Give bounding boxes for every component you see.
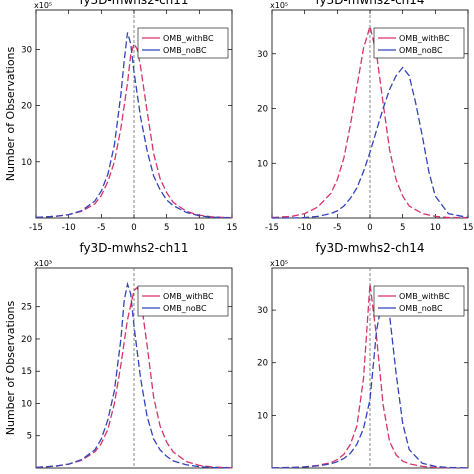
y-tick-label: 20 <box>21 335 32 345</box>
legend-entry: OMB_withBC <box>163 34 214 43</box>
x-tick-label: 15 <box>463 223 474 233</box>
series-line-no-bc <box>35 281 233 469</box>
panel-2: fy3D-mwhs2-ch14 x10⁵ 10 20 30 -15 -10 -5 0 5 10 15 O… <box>257 0 473 233</box>
y-axis-label: Number of Observations <box>4 46 17 181</box>
panel-1: fy3D-mwhs2-ch11 x10⁵ 10 20 30 -15 -10 -5 0 5 10 15 N… <box>4 0 237 233</box>
y-tick-label: 10 <box>21 158 32 168</box>
x-tick-label: -10 <box>298 223 312 233</box>
x-tick-label: 15 <box>227 223 238 233</box>
y-tick-label: 5 <box>27 432 32 442</box>
legend-entry: OMB_noBC <box>163 304 207 313</box>
series-line-with-bc <box>35 286 233 469</box>
y-tick-label: 20 <box>21 102 32 112</box>
x-tick-label: -5 <box>97 223 105 233</box>
legend: OMB_withBC OMB_noBC <box>373 27 465 59</box>
legend-box <box>373 285 465 317</box>
y-exponent-label: x10⁵ <box>270 259 288 268</box>
legend: OMB_withBC OMB_noBC <box>373 285 465 317</box>
y-tick-label: 10 <box>257 411 268 421</box>
y-tick-label: 10 <box>257 159 268 169</box>
x-tick-label: -15 <box>29 223 43 233</box>
y-tick-label: 30 <box>21 45 32 55</box>
legend: OMB_withBC OMB_noBC <box>137 285 229 317</box>
y-exponent-label: x10⁵ <box>270 1 288 10</box>
legend-entry: OMB_withBC <box>163 292 214 301</box>
y-tick-label: 30 <box>257 50 268 60</box>
y-exponent-label: x10³ <box>34 259 52 268</box>
panel-title: fy3D-mwhs2-ch11 <box>79 241 188 255</box>
y-tick-label: 30 <box>257 306 268 316</box>
y-tick-label: 25 <box>21 303 32 313</box>
legend-entry: OMB_noBC <box>163 46 207 55</box>
x-tick-label: 5 <box>164 223 169 233</box>
y-tick-label: 15 <box>21 367 32 377</box>
x-tick-label: -15 <box>265 223 279 233</box>
series-line-no-bc <box>271 294 469 469</box>
series-line-with-bc <box>35 42 233 219</box>
legend-box <box>137 27 229 59</box>
y-exponent-label: x10⁵ <box>34 1 52 10</box>
panel-4: fy3D-mwhs2-ch14 x10⁵ 10 20 30 OMB_withBC OMB_n… <box>257 241 469 469</box>
legend: OMB_withBC OMB_noBC <box>137 27 229 59</box>
legend-entry: OMB_noBC <box>399 46 443 55</box>
y-tick-label: 10 <box>21 399 32 409</box>
panel-title: fy3D-mwhs2-ch11 <box>79 0 188 7</box>
x-tick-label: 0 <box>367 223 372 233</box>
legend-entry: OMB_withBC <box>399 292 450 301</box>
legend-box <box>373 27 465 59</box>
panel-title: fy3D-mwhs2-ch14 <box>315 241 424 255</box>
legend-entry: OMB_noBC <box>399 304 443 313</box>
x-tick-label: 0 <box>131 223 136 233</box>
series-line-with-bc <box>271 283 469 469</box>
x-tick-label: 5 <box>400 223 405 233</box>
x-tick-label: 10 <box>430 223 441 233</box>
x-tick-label: 10 <box>194 223 205 233</box>
x-tick-label: -10 <box>62 223 76 233</box>
panel-title: fy3D-mwhs2-ch14 <box>315 0 424 7</box>
y-axis-label: Number of Observations <box>4 300 17 435</box>
panel-3: fy3D-mwhs2-ch11 x10³ 5 10 15 20 25 Number of Ob… <box>4 241 233 469</box>
legend-entry: OMB_withBC <box>399 34 450 43</box>
y-tick-label: 20 <box>257 359 268 369</box>
y-tick-label: 20 <box>257 105 268 115</box>
x-tick-label: -5 <box>333 223 341 233</box>
series-line-no-bc <box>35 32 233 219</box>
series-line-no-bc <box>272 66 469 219</box>
series-line-with-bc <box>271 23 469 219</box>
legend-box <box>137 285 229 317</box>
